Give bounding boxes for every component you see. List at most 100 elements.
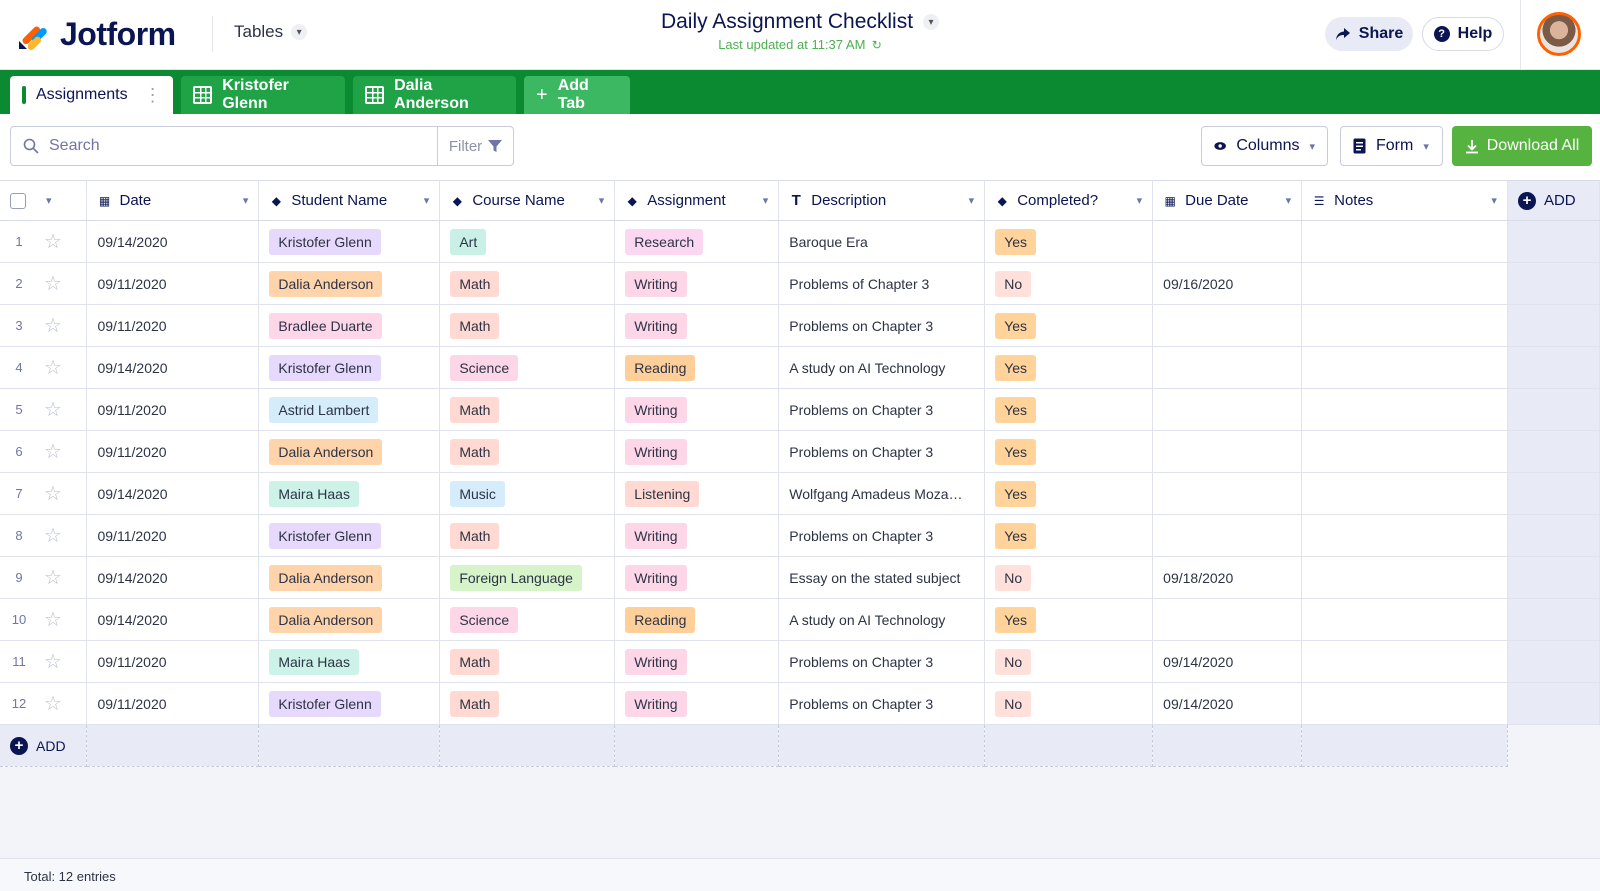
chevron-down-icon[interactable]: ▾: [423, 195, 430, 207]
date-cell[interactable]: 09/11/2020: [86, 262, 260, 305]
table-row[interactable]: 9 ☆ 09/14/2020 Dalia Anderson Foreign Langua…: [0, 556, 1600, 599]
notes-cell[interactable]: [1301, 598, 1508, 641]
add-row-button[interactable]: + ADD: [0, 724, 88, 767]
completed-cell[interactable]: Yes: [984, 346, 1154, 389]
chevron-down-icon[interactable]: ▾: [1285, 195, 1292, 207]
more-vertical-icon[interactable]: ⋮: [143, 84, 162, 105]
student-cell[interactable]: Dalia Anderson: [258, 430, 441, 473]
chevron-down-icon[interactable]: ▾: [242, 195, 249, 207]
chevron-down-icon[interactable]: ▾: [46, 195, 52, 207]
select-all-checkbox[interactable]: [10, 192, 26, 209]
due-date-cell[interactable]: 09/14/2020: [1152, 682, 1303, 725]
due-date-cell[interactable]: [1152, 514, 1303, 557]
course-cell[interactable]: Math: [439, 430, 616, 473]
student-cell[interactable]: Dalia Anderson: [258, 262, 441, 305]
completed-cell[interactable]: Yes: [984, 220, 1154, 263]
assignment-cell[interactable]: Writing: [614, 262, 780, 305]
jotform-logo[interactable]: Jotform: [16, 16, 176, 53]
chevron-down-icon[interactable]: ▾: [762, 195, 769, 207]
description-cell[interactable]: Problems on Chapter 3: [778, 430, 986, 473]
assignment-cell[interactable]: Listening: [614, 472, 780, 515]
course-cell[interactable]: Math: [439, 514, 616, 557]
column-header-description[interactable]: T Description ▾: [778, 180, 986, 221]
course-cell[interactable]: Foreign Language: [439, 556, 616, 599]
table-row[interactable]: 5 ☆ 09/11/2020 Astrid Lambert Math Writing Pro…: [0, 388, 1600, 431]
description-cell[interactable]: Problems on Chapter 3: [778, 514, 986, 557]
form-button[interactable]: Form ▾: [1340, 126, 1443, 166]
column-header-date[interactable]: ▦ Date ▾: [86, 180, 260, 221]
star-icon[interactable]: ☆: [44, 357, 62, 379]
assignment-cell[interactable]: Writing: [614, 640, 780, 683]
column-header-notes[interactable]: ☰ Notes ▾: [1301, 180, 1508, 221]
notes-cell[interactable]: [1301, 556, 1508, 599]
course-cell[interactable]: Art: [439, 220, 616, 263]
table-row[interactable]: 4 ☆ 09/14/2020 Kristofer Glenn Science Readin…: [0, 346, 1600, 389]
star-icon[interactable]: ☆: [44, 273, 62, 295]
due-date-cell[interactable]: [1152, 220, 1303, 263]
course-cell[interactable]: Math: [439, 304, 616, 347]
course-cell[interactable]: Science: [439, 346, 616, 389]
date-cell[interactable]: 09/11/2020: [86, 430, 260, 473]
notes-cell[interactable]: [1301, 472, 1508, 515]
search-input[interactable]: [49, 137, 409, 155]
completed-cell[interactable]: Yes: [984, 304, 1154, 347]
date-cell[interactable]: 09/14/2020: [86, 220, 260, 263]
date-cell[interactable]: 09/14/2020: [86, 598, 260, 641]
assignment-cell[interactable]: Reading: [614, 346, 780, 389]
date-cell[interactable]: 09/14/2020: [86, 346, 260, 389]
star-icon[interactable]: ☆: [44, 567, 62, 589]
description-cell[interactable]: Problems on Chapter 3: [778, 304, 986, 347]
star-icon[interactable]: ☆: [44, 441, 62, 463]
assignment-cell[interactable]: Writing: [614, 388, 780, 431]
description-cell[interactable]: Essay on the stated subject: [778, 556, 986, 599]
table-row[interactable]: 2 ☆ 09/11/2020 Dalia Anderson Math Writing Pro…: [0, 262, 1600, 305]
student-cell[interactable]: Dalia Anderson: [258, 556, 441, 599]
description-cell[interactable]: Baroque Era: [778, 220, 986, 263]
student-cell[interactable]: Astrid Lambert: [258, 388, 441, 431]
description-cell[interactable]: Problems of Chapter 3: [778, 262, 986, 305]
student-cell[interactable]: Kristofer Glenn: [258, 220, 441, 263]
title-row[interactable]: Daily Assignment Checklist ▾: [661, 10, 940, 34]
table-row[interactable]: 6 ☆ 09/11/2020 Dalia Anderson Math Writing Pro…: [0, 430, 1600, 473]
notes-cell[interactable]: [1301, 640, 1508, 683]
description-cell[interactable]: Problems on Chapter 3: [778, 388, 986, 431]
completed-cell[interactable]: Yes: [984, 430, 1154, 473]
star-icon[interactable]: ☆: [44, 609, 62, 631]
assignment-cell[interactable]: Writing: [614, 514, 780, 557]
assignment-cell[interactable]: Research: [614, 220, 780, 263]
date-cell[interactable]: 09/11/2020: [86, 514, 260, 557]
notes-cell[interactable]: [1301, 346, 1508, 389]
description-cell[interactable]: A study on AI Technology: [778, 598, 986, 641]
due-date-cell[interactable]: 09/18/2020: [1152, 556, 1303, 599]
course-cell[interactable]: Science: [439, 598, 616, 641]
column-header-assignment[interactable]: ◆ Assignment ▾: [614, 180, 780, 221]
download-all-button[interactable]: Download All: [1452, 126, 1592, 166]
chevron-down-icon[interactable]: ▾: [1491, 195, 1497, 207]
date-cell[interactable]: 09/11/2020: [86, 640, 260, 683]
due-date-cell[interactable]: 09/16/2020: [1152, 262, 1303, 305]
assignment-cell[interactable]: Writing: [614, 682, 780, 725]
date-cell[interactable]: 09/14/2020: [86, 556, 260, 599]
table-row[interactable]: 1 ☆ 09/14/2020 Kristofer Glenn Art Research Ba…: [0, 220, 1600, 263]
assignment-cell[interactable]: Writing: [614, 430, 780, 473]
student-cell[interactable]: Bradlee Duarte: [258, 304, 441, 347]
description-cell[interactable]: Problems on Chapter 3: [778, 682, 986, 725]
column-header-course-name[interactable]: ◆ Course Name ▾: [439, 180, 616, 221]
completed-cell[interactable]: No: [984, 262, 1154, 305]
date-cell[interactable]: 09/11/2020: [86, 304, 260, 347]
tab-kristofer-glenn[interactable]: Kristofer Glenn: [181, 76, 345, 114]
student-cell[interactable]: Kristofer Glenn: [258, 514, 441, 557]
assignment-cell[interactable]: Writing: [614, 556, 780, 599]
notes-cell[interactable]: [1301, 430, 1508, 473]
star-icon[interactable]: ☆: [44, 693, 62, 715]
add-tab-button[interactable]: + Add Tab: [524, 76, 630, 114]
course-cell[interactable]: Math: [439, 388, 616, 431]
course-cell[interactable]: Math: [439, 640, 616, 683]
due-date-cell[interactable]: [1152, 388, 1303, 431]
course-cell[interactable]: Math: [439, 262, 616, 305]
notes-cell[interactable]: [1301, 514, 1508, 557]
student-cell[interactable]: Maira Haas: [258, 472, 441, 515]
column-header-student-name[interactable]: ◆ Student Name ▾: [258, 180, 441, 221]
chevron-down-icon[interactable]: ▾: [968, 195, 975, 207]
due-date-cell[interactable]: [1152, 304, 1303, 347]
